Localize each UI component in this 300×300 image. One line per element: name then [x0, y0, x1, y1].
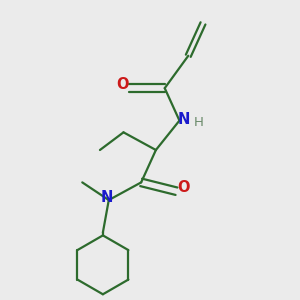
Text: H: H: [194, 116, 203, 128]
Text: N: N: [178, 112, 190, 127]
Text: O: O: [178, 180, 190, 195]
Text: N: N: [101, 190, 113, 205]
Text: O: O: [116, 77, 128, 92]
